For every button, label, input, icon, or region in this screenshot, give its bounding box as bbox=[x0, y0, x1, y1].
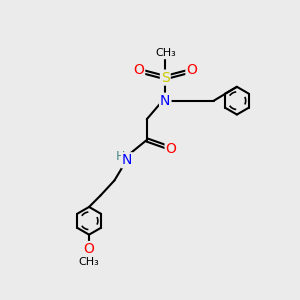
Text: CH₃: CH₃ bbox=[79, 257, 99, 267]
Text: O: O bbox=[186, 63, 197, 77]
Text: O: O bbox=[133, 63, 144, 77]
Text: CH₃: CH₃ bbox=[155, 48, 176, 58]
Text: N: N bbox=[122, 153, 132, 167]
Text: O: O bbox=[84, 242, 94, 256]
Text: H: H bbox=[116, 150, 125, 163]
Text: N: N bbox=[160, 94, 170, 108]
Text: O: O bbox=[166, 142, 176, 156]
Text: S: S bbox=[161, 70, 170, 85]
